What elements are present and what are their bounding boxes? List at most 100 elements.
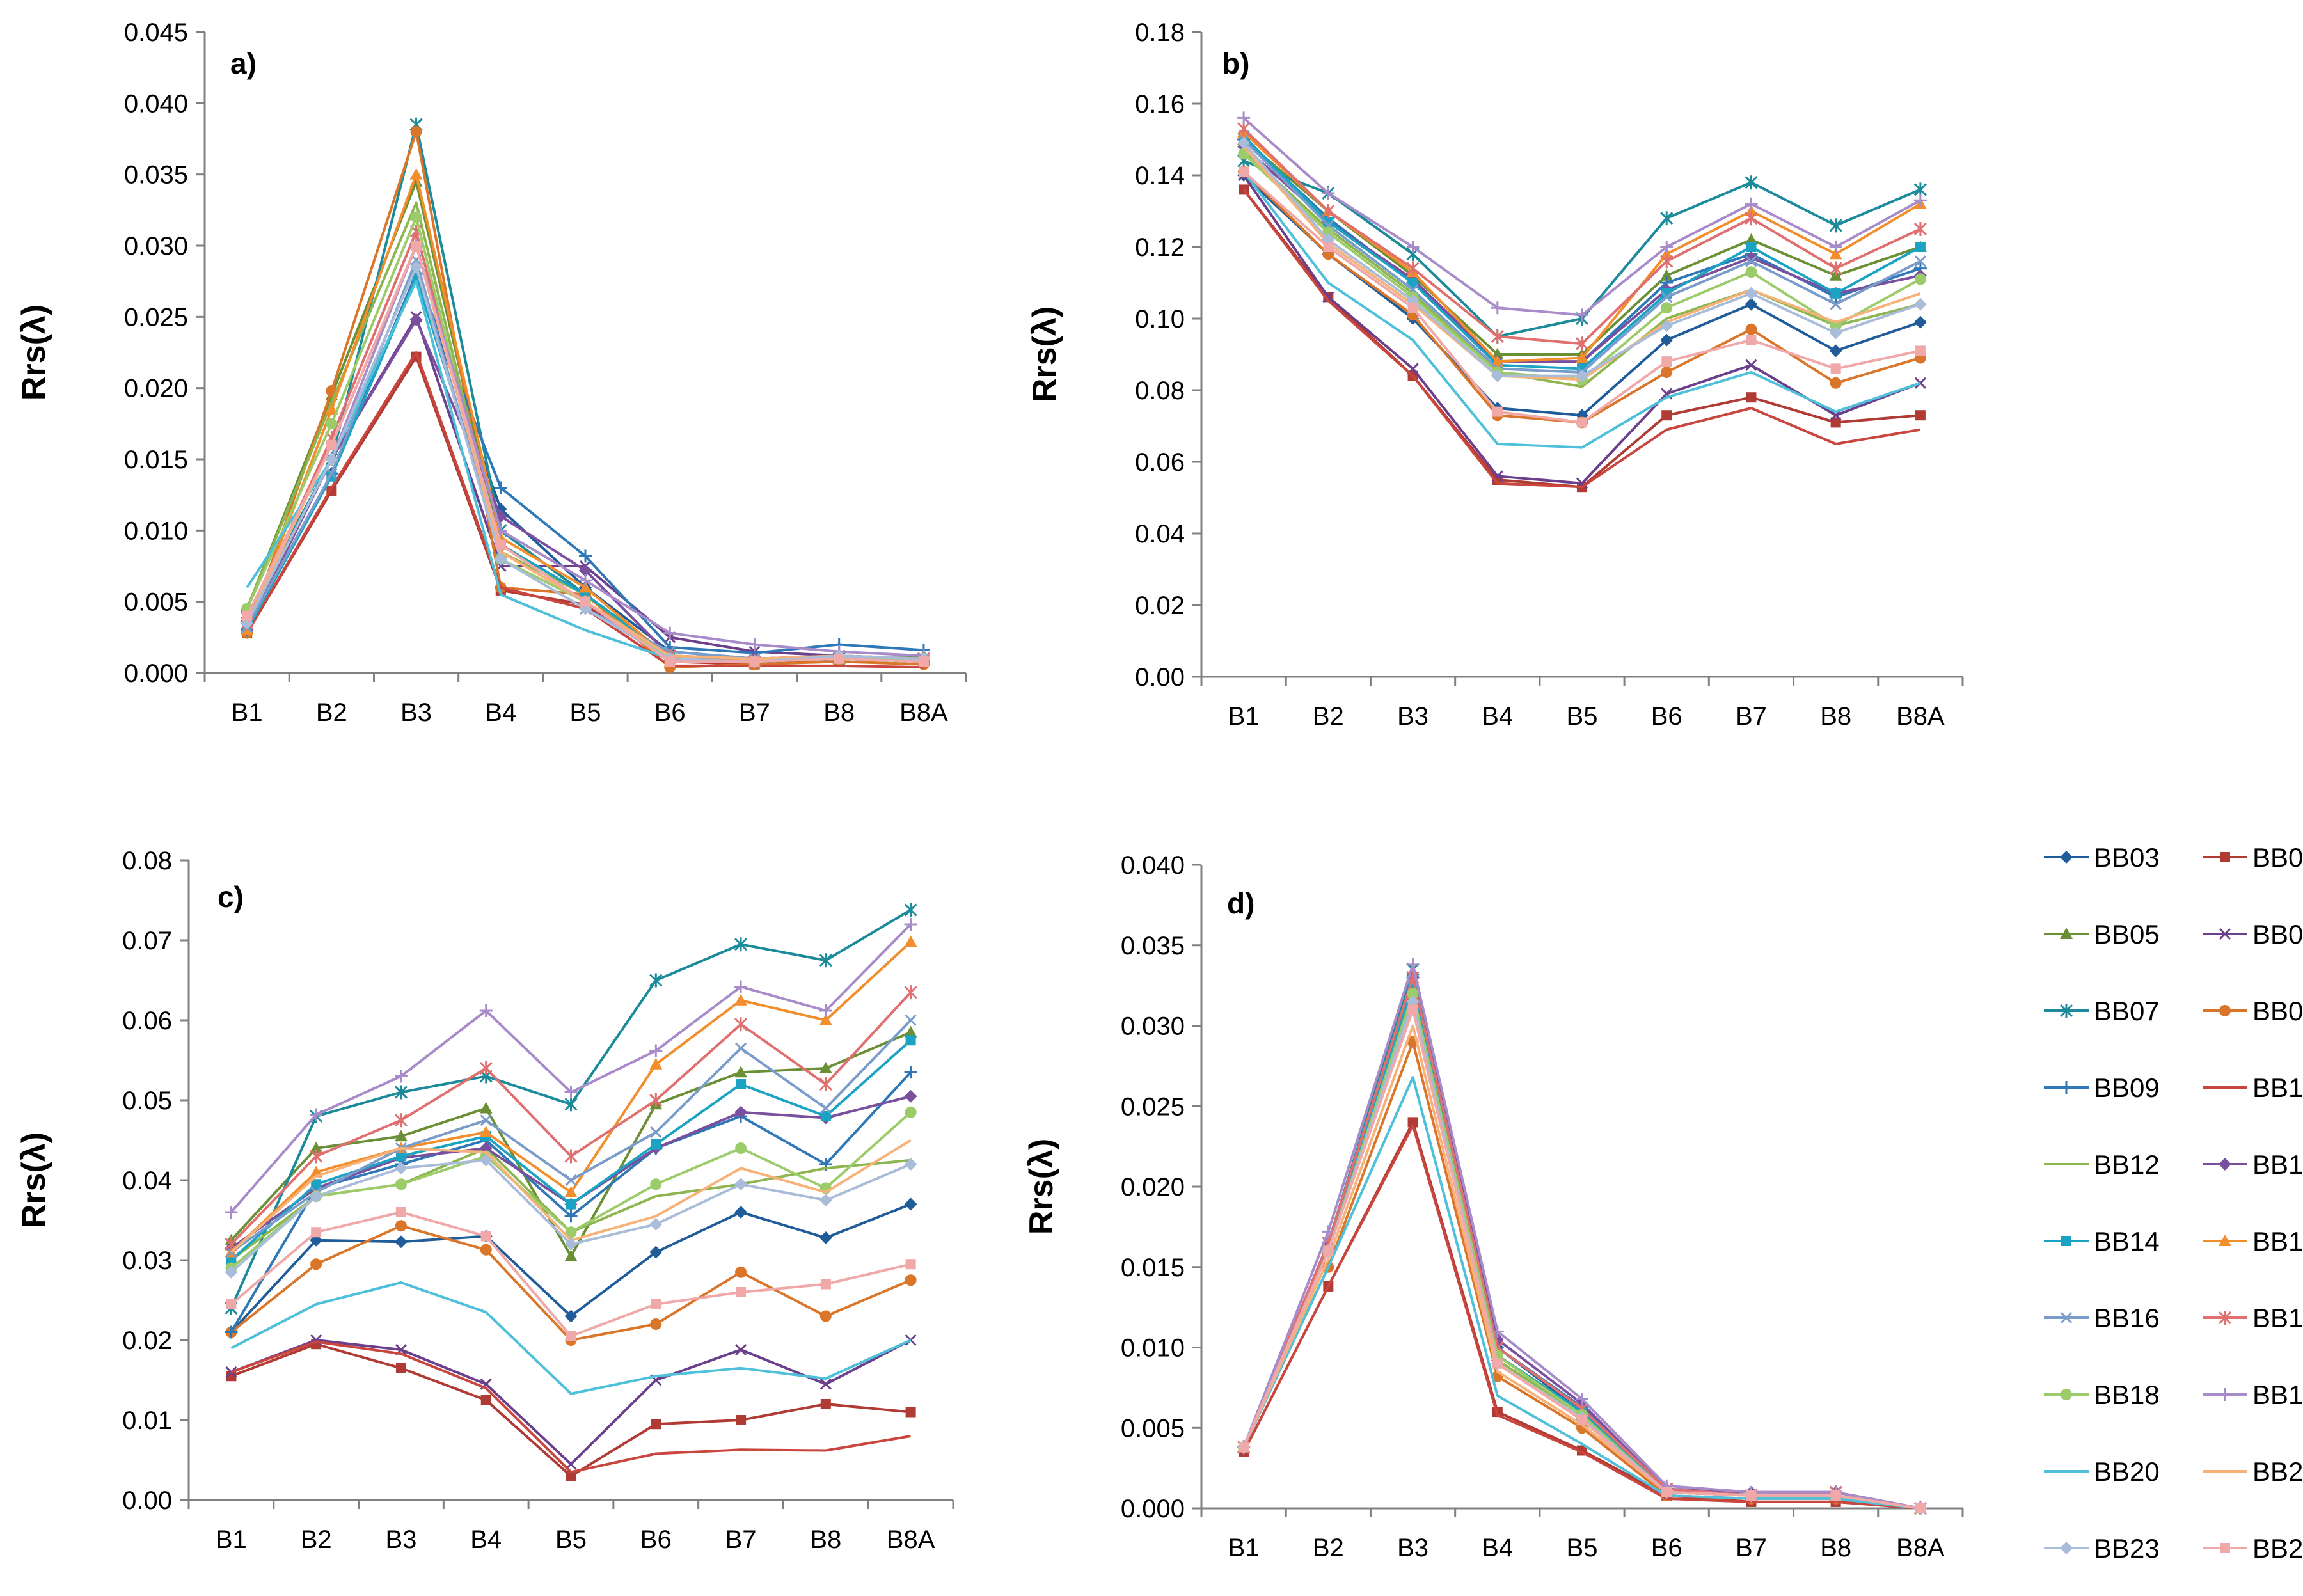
legend-entry-bb12: BB12 xyxy=(2044,1150,2160,1180)
data-point xyxy=(904,1197,917,1211)
legend-label: BB05 xyxy=(2094,919,2160,949)
data-point xyxy=(1407,278,1418,288)
data-point xyxy=(1829,261,1842,276)
data-point xyxy=(566,1471,576,1481)
data-point xyxy=(650,1178,662,1190)
data-point xyxy=(1830,417,1841,428)
data-point xyxy=(1830,320,1842,332)
data-point xyxy=(1745,211,1758,226)
data-point xyxy=(311,1179,322,1190)
y-tick-label: 0.03 xyxy=(122,1247,172,1275)
data-point xyxy=(905,1035,916,1046)
data-point xyxy=(1577,1414,1587,1425)
data-point xyxy=(325,403,338,415)
data-point xyxy=(564,1086,578,1099)
x-tick-label: B4 xyxy=(1482,702,1513,731)
data-point xyxy=(1661,367,1673,378)
y-tick-label: 0.12 xyxy=(1135,233,1185,262)
data-point xyxy=(1492,406,1503,417)
y-tick-label: 0.06 xyxy=(1135,448,1185,477)
legend-entry-bb08: BB08 xyxy=(2203,996,2303,1026)
data-point xyxy=(1323,242,1334,252)
data-point xyxy=(1660,248,1674,260)
data-point xyxy=(394,1130,408,1142)
data-point xyxy=(566,1331,576,1341)
data-point xyxy=(1829,326,1842,340)
data-point xyxy=(1745,255,1757,267)
legend-entry-bb24: BB24 xyxy=(2203,1533,2303,1563)
y-axis-title: Rrs(λ) xyxy=(15,304,52,400)
data-point xyxy=(325,453,338,466)
legend-entry-bb20: BB20 xyxy=(2044,1457,2160,1487)
legend-entry-bb11: BB11 xyxy=(2203,1073,2303,1103)
data-point xyxy=(410,211,422,223)
x-tick-label: B1 xyxy=(1228,702,1260,731)
data-point xyxy=(1745,251,1758,264)
x-tick-label: B5 xyxy=(570,699,601,727)
data-point xyxy=(564,1238,578,1251)
data-point xyxy=(1913,315,1927,329)
data-point xyxy=(1829,248,1842,260)
data-point xyxy=(1915,1503,1926,1513)
data-point xyxy=(905,1274,917,1286)
x-tick-label: B7 xyxy=(1736,702,1767,731)
legend-label: BB16 xyxy=(2094,1303,2160,1333)
data-point xyxy=(1746,1490,1757,1501)
data-point xyxy=(1322,204,1335,218)
x-tick-label: B2 xyxy=(316,699,347,727)
data-point xyxy=(1491,329,1504,344)
data-point xyxy=(1407,988,1419,1000)
legend-entry-bb19: BB19 xyxy=(2203,1380,2303,1410)
data-point xyxy=(1491,355,1504,367)
series-bb16 xyxy=(225,1014,917,1258)
x-tick-label: B8 xyxy=(1820,702,1851,731)
data-point xyxy=(564,1097,578,1112)
data-point xyxy=(579,549,592,563)
data-point xyxy=(1322,187,1335,200)
panel-label: a) xyxy=(230,47,257,80)
data-point xyxy=(905,1334,917,1347)
data-point xyxy=(734,1017,748,1032)
data-point xyxy=(1745,266,1757,278)
data-point xyxy=(1914,273,1926,285)
data-point xyxy=(1913,222,1927,236)
data-point xyxy=(310,1190,323,1203)
x-tick-label: B3 xyxy=(1397,1534,1428,1562)
data-point xyxy=(225,1206,238,1219)
series-bb17 xyxy=(1237,122,1927,351)
data-point xyxy=(479,1126,493,1137)
data-point xyxy=(735,1142,747,1154)
data-point xyxy=(1746,242,1757,252)
data-point xyxy=(1913,194,1927,207)
data-point xyxy=(1829,218,1842,233)
data-point xyxy=(649,1245,663,1259)
series-bb24 xyxy=(1239,166,1926,428)
legend-label: BB07 xyxy=(2094,996,2160,1026)
y-tick-label: 0.000 xyxy=(1121,1495,1185,1523)
data-point xyxy=(649,1093,663,1107)
y-tick-label: 0.015 xyxy=(124,446,188,474)
legend-marker xyxy=(2219,1235,2231,1246)
data-point xyxy=(819,1378,832,1390)
data-point xyxy=(734,1066,748,1078)
data-point xyxy=(834,653,844,664)
data-point xyxy=(565,1226,577,1238)
data-point xyxy=(651,1419,661,1430)
legend-marker xyxy=(2220,852,2230,862)
x-tick-label: B2 xyxy=(1313,1534,1344,1562)
data-point xyxy=(734,980,748,993)
data-point xyxy=(1830,363,1841,374)
legend-label: BB17 xyxy=(2252,1303,2303,1333)
y-axis-title: Rrs(λ) xyxy=(15,1132,52,1228)
data-point xyxy=(1913,297,1927,311)
data-point xyxy=(734,937,748,952)
data-point xyxy=(1239,166,1249,177)
y-tick-label: 0.040 xyxy=(124,90,188,118)
data-point xyxy=(736,1415,747,1425)
data-point xyxy=(1830,377,1842,389)
data-point xyxy=(566,1199,576,1210)
data-point xyxy=(1576,351,1588,363)
series-line xyxy=(1242,171,1921,449)
data-point xyxy=(1745,323,1757,335)
series-bb24 xyxy=(226,1207,916,1341)
